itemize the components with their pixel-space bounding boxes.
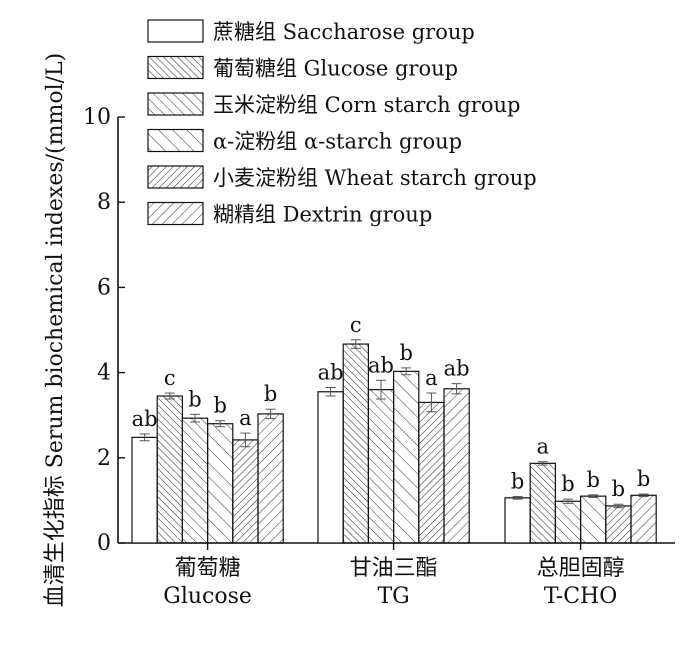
category-label-en: TG (377, 584, 409, 609)
legend-entry: α-淀粉组 α-starch group (213, 130, 462, 154)
significance-letter: b (511, 470, 524, 494)
category-label-en: Glucose (163, 584, 252, 609)
significance-letter: a (537, 435, 550, 459)
significance-letter: b (561, 472, 574, 496)
significance-letter: b (399, 341, 412, 365)
legend-swatch (147, 92, 204, 116)
bar (367, 389, 395, 544)
significance-letter: b (264, 382, 277, 406)
y-tick-label: 4 (97, 361, 111, 386)
bar (342, 343, 370, 544)
bar (181, 417, 209, 544)
category-label-cn: 甘油三酯 (350, 556, 438, 581)
y-tick-label: 10 (83, 105, 111, 130)
significance-letter: b (637, 467, 650, 491)
bar (418, 401, 445, 544)
significance-letter: a (425, 366, 438, 390)
y-axis-label: 血清生化指标 Serum biochemical indexes/(mmol/L… (43, 53, 68, 608)
significance-letter: ab (444, 357, 470, 381)
legend-swatch (147, 201, 204, 226)
significance-letter: a (239, 406, 252, 430)
legend-swatch (147, 128, 204, 153)
legend-entry: 小麦淀粉组 Wheat starch group (213, 166, 537, 190)
significance-letter: ab (318, 361, 344, 385)
bar (504, 497, 531, 544)
bar (393, 370, 420, 544)
significance-letter: c (164, 366, 176, 390)
legend-entry: 蔗糖组 Saccharose group (213, 20, 475, 44)
y-tick-label: 2 (97, 446, 111, 471)
legend-entry: 葡萄糖组 Glucose group (213, 57, 458, 81)
bar (529, 462, 557, 544)
bar (443, 388, 470, 544)
legend-entry: 糊精组 Dextrin group (213, 203, 432, 227)
legend-entry: 玉米淀粉组 Corn starch group (213, 93, 520, 117)
significance-letter: b (612, 477, 625, 501)
significance-letter: c (350, 313, 362, 337)
category-label-cn: 葡萄糖 (175, 556, 241, 581)
category-label-cn: 总胆固醇 (537, 556, 625, 581)
bar (156, 395, 183, 544)
y-tick-label: 6 (97, 275, 111, 300)
significance-letter: b (188, 387, 201, 411)
bar (605, 505, 632, 544)
significance-letter: b (586, 468, 599, 492)
legend-swatch (147, 165, 204, 189)
category-label-en: T-CHO (544, 584, 617, 609)
bar (257, 413, 284, 544)
legend-swatch (147, 19, 204, 43)
bar (317, 391, 344, 544)
bar (131, 436, 158, 544)
significance-letter: b (213, 394, 226, 418)
bar (630, 494, 657, 544)
legend: 蔗糖组 Saccharose group 葡萄糖组 Glucose group 玉米… (147, 19, 537, 227)
y-tick-label: 0 (97, 531, 111, 556)
bar (554, 500, 582, 544)
bar (232, 439, 259, 544)
y-tick-label: 8 (97, 190, 111, 215)
bar (207, 423, 234, 544)
significance-letter: ab (368, 353, 394, 377)
legend-swatch (147, 55, 204, 80)
significance-letter: ab (132, 407, 158, 431)
bar (579, 495, 607, 544)
